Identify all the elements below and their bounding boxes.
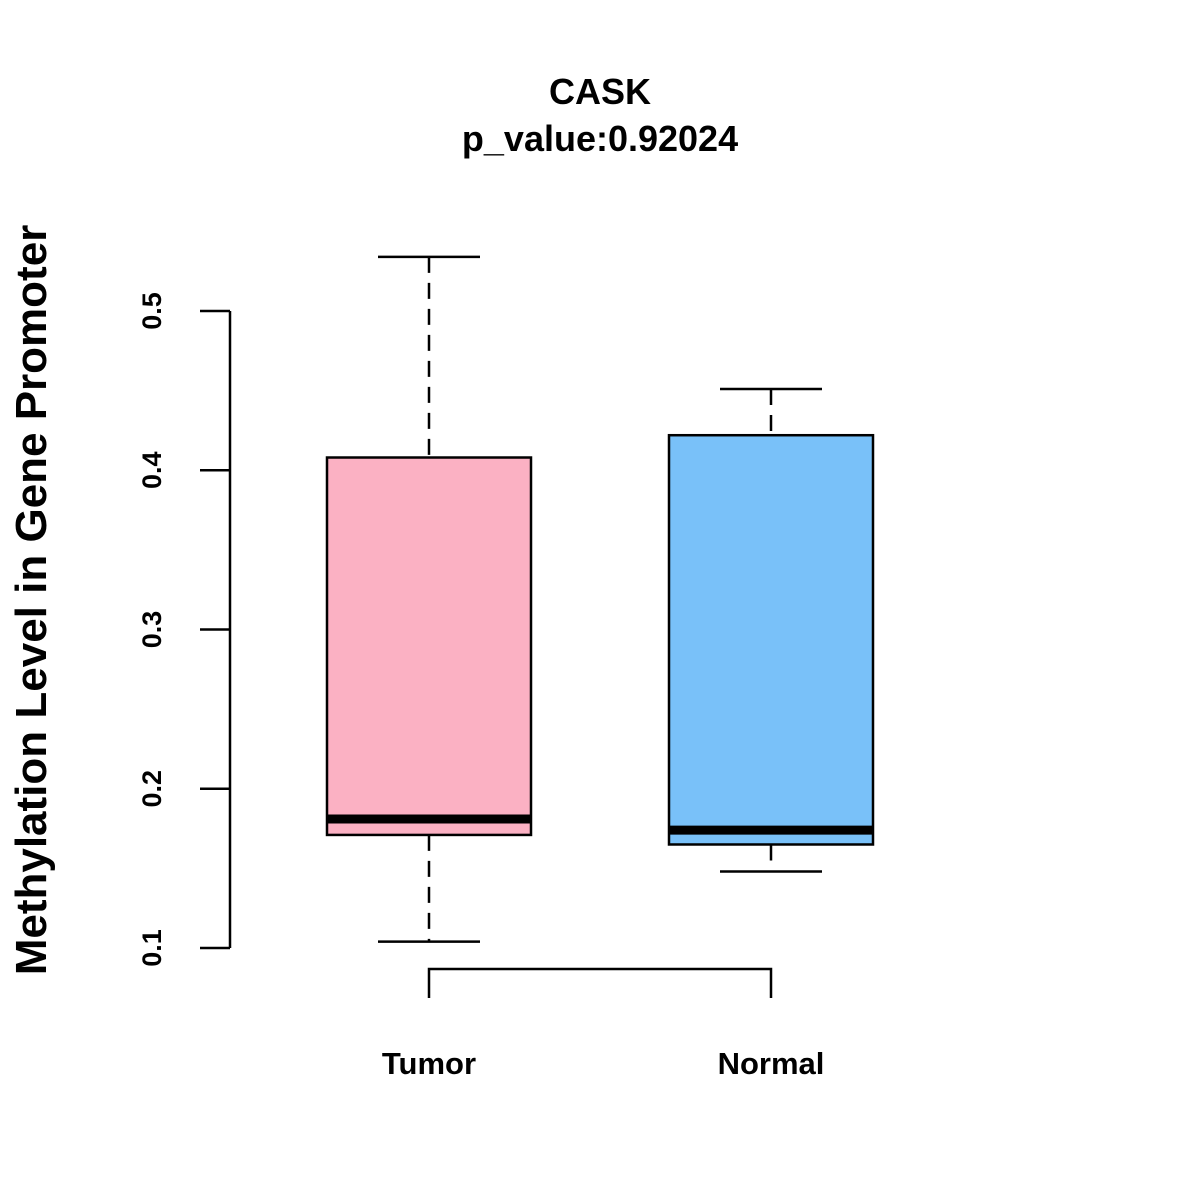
box-tumor — [325, 255, 533, 943]
box-body — [325, 456, 533, 837]
category-labels: Tumor Normal — [382, 1046, 824, 1081]
y-axis: 0.1 0.2 0.3 0.4 0.5 — [137, 292, 232, 967]
y-tick-label: 0.4 — [137, 451, 167, 489]
x-category-label: Normal — [718, 1046, 825, 1081]
chart-subtitle: p_value:0.92024 — [462, 118, 738, 159]
y-tick-label: 0.2 — [137, 770, 167, 808]
chart-title: CASK — [549, 71, 651, 112]
box-body — [667, 433, 875, 846]
y-tick-label: 0.3 — [137, 611, 167, 649]
y-axis-label: Methylation Level in Gene Promoter — [7, 225, 56, 976]
box-normal — [667, 387, 875, 873]
boxes — [325, 255, 875, 943]
x-category-label: Tumor — [382, 1046, 476, 1081]
y-tick-label: 0.5 — [137, 292, 167, 330]
comparison-bracket — [427, 967, 773, 998]
y-tick-label: 0.1 — [137, 929, 167, 967]
bracket-line — [427, 967, 773, 998]
